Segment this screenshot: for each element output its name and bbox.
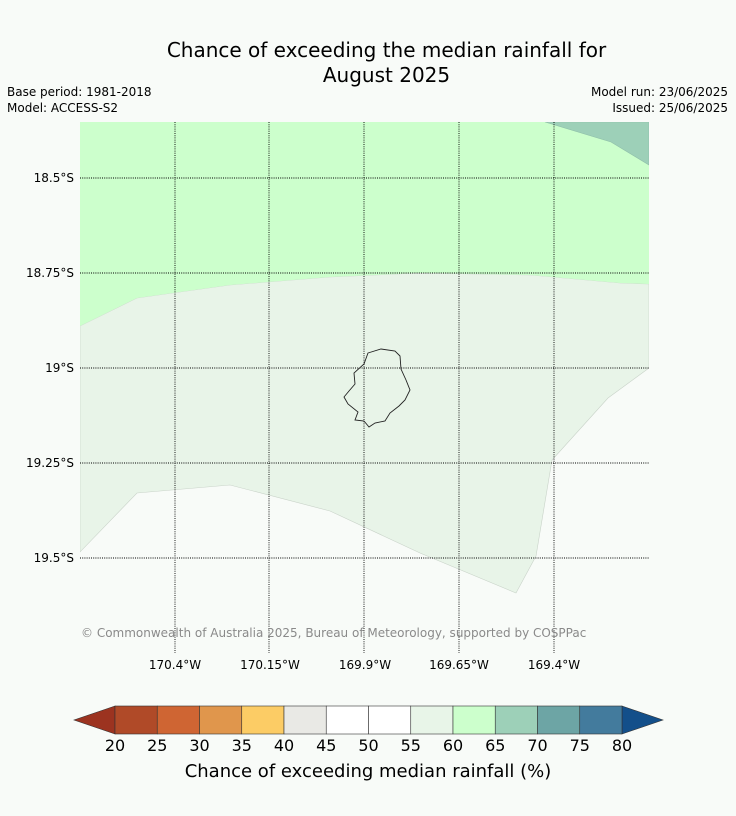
colorbar-segment [114, 705, 158, 735]
colorbar-tick: 70 [527, 736, 548, 755]
colorbar-tick: 50 [358, 736, 379, 755]
colorbar-segment [199, 705, 243, 735]
lat-label: 19.5°S [33, 551, 74, 565]
colorbar-tick: 25 [147, 736, 168, 755]
colorbar-segment [579, 705, 623, 735]
model-name: Model: ACCESS-S2 [7, 101, 119, 115]
colorbar-tick: 60 [442, 736, 464, 755]
meta-right: Model run: 23/06/2025 Issued: 25/06/2025 [591, 84, 728, 116]
colorbar-segment [537, 705, 581, 735]
model-run: Model run: 23/06/2025 [590, 85, 728, 99]
rainfall-region-65-70 [80, 122, 649, 326]
lat-label: 19°S [45, 361, 74, 375]
colorbar-tick: 45 [316, 736, 337, 755]
colorbar-tick: 75 [569, 736, 590, 755]
meta-left: Base period: 1981-2018 Model: ACCESS-S2 [7, 84, 152, 116]
rainfall-region-70-75 [544, 122, 649, 166]
lat-label: 19.25°S [26, 456, 74, 470]
colorbar-tick: 80 [611, 736, 633, 755]
graticule [80, 122, 649, 653]
colorbar-segment [452, 705, 496, 735]
colorbar-label: Chance of exceeding median rainfall (%) [184, 761, 552, 782]
base-period: Base period: 1981-2018 [7, 85, 152, 99]
colorbar-segment [368, 705, 412, 735]
lon-label: 169.4°W [527, 658, 581, 672]
colorbar-under-arrow [73, 705, 116, 735]
chart-title: Chance of exceeding the median rainfall … [0, 38, 736, 88]
colorbar-tick: 30 [189, 736, 210, 755]
colorbar-segment [156, 705, 200, 735]
lat-label: 18.5°S [33, 171, 74, 185]
colorbar-over-arrow [621, 705, 664, 735]
colorbar [73, 705, 664, 735]
colorbar-tick: 65 [485, 736, 506, 755]
lon-label: 170.15°W [240, 658, 300, 672]
colorbar-segment [410, 705, 454, 735]
lon-label: 169.9°W [338, 658, 392, 672]
colorbar-tick: 20 [104, 736, 126, 755]
issued-date: Issued: 25/06/2025 [612, 101, 728, 115]
colorbar-segment [494, 705, 538, 735]
lon-label: 169.65°W [429, 658, 489, 672]
colorbar-tick: 35 [231, 736, 252, 755]
colorbar-tick: 55 [400, 736, 421, 755]
colorbar-segment [325, 705, 369, 735]
colorbar-tick: 40 [273, 736, 295, 755]
lon-label: 170.4°W [148, 658, 202, 672]
copyright-notice: © Commonwealth of Australia 2025, Bureau… [81, 626, 587, 640]
title-line-1: Chance of exceeding the median rainfall … [166, 38, 607, 62]
title-line-2: August 2025 [322, 63, 451, 87]
lat-label: 18.75°S [26, 266, 74, 280]
map-area [80, 122, 649, 653]
colorbar-segment [241, 705, 285, 735]
colorbar-segment [283, 705, 327, 735]
niue-island-coastline [343, 348, 411, 428]
